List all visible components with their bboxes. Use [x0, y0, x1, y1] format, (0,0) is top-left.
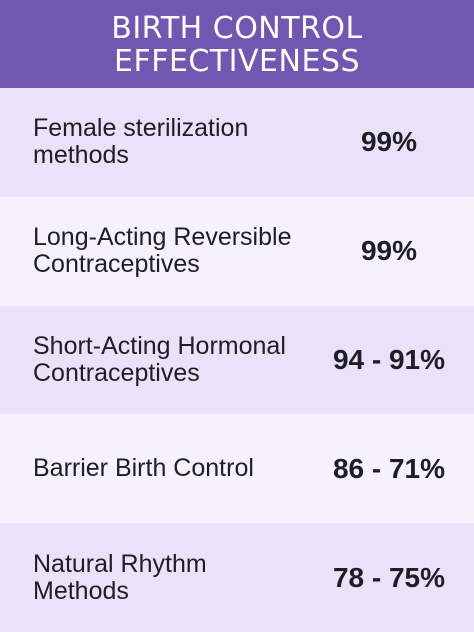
method-label: Natural Rhythm Methods [33, 549, 207, 605]
title-line-2: EFFECTIVENESS [113, 44, 360, 79]
method-label: Barrier Birth Control [33, 454, 254, 483]
table-row: Female sterilization methods 99% [0, 88, 474, 197]
table-row: Barrier Birth Control 86 - 71% [0, 414, 474, 524]
effectiveness-table: Female sterilization methods 99% Long-Ac… [0, 88, 474, 632]
table-row: Natural Rhythm Methods 78 - 75% [0, 523, 474, 632]
header-banner: BIRTH CONTROL EFFECTIVENESS [0, 0, 474, 88]
effectiveness-value: 99% [360, 126, 418, 158]
effectiveness-value: 86 - 71% [332, 452, 446, 484]
title-line-1: BIRTH CONTROL [111, 11, 363, 46]
effectiveness-value: 94 - 91% [332, 343, 446, 375]
effectiveness-value: 78 - 75% [332, 561, 446, 593]
method-label: Short-Acting Hormonal Contraceptives [33, 331, 286, 387]
method-label: Female sterilization methods [33, 114, 249, 170]
table-row: Short-Acting Hormonal Contraceptives 94 … [0, 305, 474, 415]
table-row: Long-Acting Reversible Contraceptives 99… [0, 196, 474, 306]
method-label: Long-Acting Reversible Contraceptives [33, 223, 292, 279]
effectiveness-value: 99% [360, 235, 418, 267]
